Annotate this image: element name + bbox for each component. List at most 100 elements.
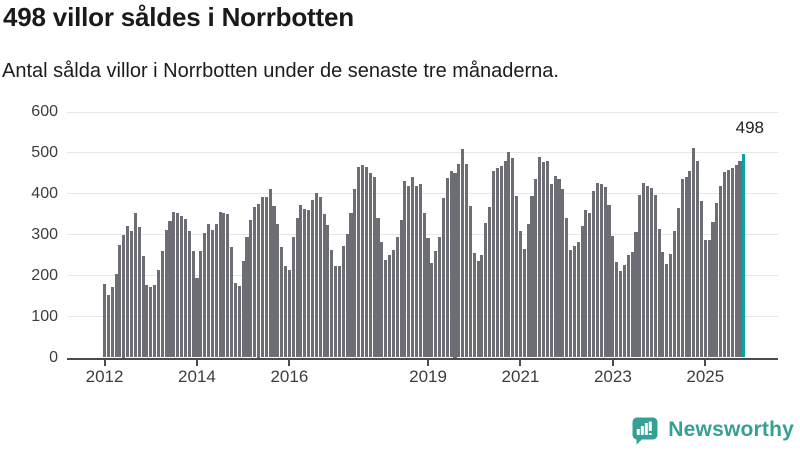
bar <box>626 255 630 358</box>
bar <box>260 197 264 358</box>
bar <box>230 247 234 358</box>
bar <box>515 195 519 358</box>
bar <box>738 161 742 358</box>
bar <box>349 213 353 358</box>
bar <box>411 177 415 358</box>
bar <box>141 256 145 358</box>
bar <box>430 262 434 358</box>
bar <box>399 220 403 358</box>
bar <box>407 186 411 358</box>
bar <box>622 264 626 358</box>
bar <box>653 194 657 358</box>
bar <box>491 170 496 358</box>
y-axis-tick-label: 400 <box>31 184 58 202</box>
brand-footer: Newsworthy <box>630 414 794 446</box>
bar <box>619 271 623 358</box>
bar <box>249 220 253 358</box>
bar <box>534 178 538 358</box>
bar <box>468 206 472 358</box>
bar <box>688 171 692 358</box>
bar <box>507 151 511 358</box>
bar <box>118 244 122 358</box>
bar <box>645 186 650 358</box>
bar <box>484 222 488 358</box>
bar <box>472 253 476 358</box>
bar <box>480 255 484 358</box>
bar <box>272 206 276 358</box>
bar <box>426 238 430 358</box>
bar <box>222 213 226 358</box>
x-axis-tick <box>288 360 291 366</box>
bar <box>530 195 534 358</box>
bar <box>576 241 580 358</box>
bar <box>526 223 530 358</box>
bar <box>553 176 557 358</box>
x-axis-tick-label: 2023 <box>593 367 632 386</box>
bar <box>214 224 218 358</box>
x-axis-tick-label: 2025 <box>686 367 725 386</box>
bar <box>715 202 719 358</box>
bar <box>129 231 134 358</box>
bar <box>565 218 569 358</box>
bar <box>580 226 584 358</box>
bar <box>318 197 322 358</box>
bar <box>699 201 703 358</box>
bar <box>607 205 611 358</box>
newsworthy-logo-icon <box>632 417 658 445</box>
bar <box>538 157 542 358</box>
bar <box>168 220 172 358</box>
bar <box>568 249 573 358</box>
bar <box>233 283 238 358</box>
bar <box>183 219 187 358</box>
bar <box>676 207 680 358</box>
bar <box>172 211 176 358</box>
bar <box>719 186 723 358</box>
bar <box>299 205 303 358</box>
x-axis-tick <box>103 360 106 366</box>
bar <box>503 161 507 358</box>
bar <box>253 206 257 358</box>
bar <box>357 167 361 358</box>
bar <box>414 185 419 358</box>
bar <box>395 236 399 358</box>
bar <box>195 277 199 358</box>
bar <box>153 284 157 358</box>
bar <box>387 254 392 358</box>
x-axis-tick-label: 2019 <box>409 367 447 386</box>
bar <box>257 204 261 358</box>
bar <box>133 213 137 358</box>
x-axis-tick-label: 2012 <box>85 367 124 386</box>
bar <box>307 210 311 358</box>
bar <box>341 245 345 358</box>
y-gridline <box>67 275 778 277</box>
bar <box>334 265 338 358</box>
bar <box>649 187 653 358</box>
bar <box>103 283 107 358</box>
bar <box>545 161 549 358</box>
bar <box>187 230 191 358</box>
bar <box>449 170 453 358</box>
bar <box>584 210 588 358</box>
bar <box>280 246 284 358</box>
bar <box>522 249 526 358</box>
bar <box>711 222 715 358</box>
bar <box>337 266 341 358</box>
bar <box>199 251 203 358</box>
x-axis-tick-label: 2021 <box>501 367 540 386</box>
bar <box>518 230 522 358</box>
bar <box>364 166 368 358</box>
y-gridline <box>67 193 778 195</box>
y-gridline <box>67 111 778 113</box>
bar <box>145 285 149 358</box>
bar <box>191 251 195 358</box>
page-title: 498 villor såldes i Norrbotten <box>3 2 354 32</box>
bar <box>361 164 365 358</box>
bar <box>376 218 380 358</box>
bar <box>488 207 492 358</box>
bar <box>268 188 272 358</box>
bar <box>549 183 553 358</box>
bar <box>657 229 661 358</box>
bar <box>703 239 707 358</box>
x-axis-line <box>67 357 778 360</box>
bar <box>726 169 730 358</box>
